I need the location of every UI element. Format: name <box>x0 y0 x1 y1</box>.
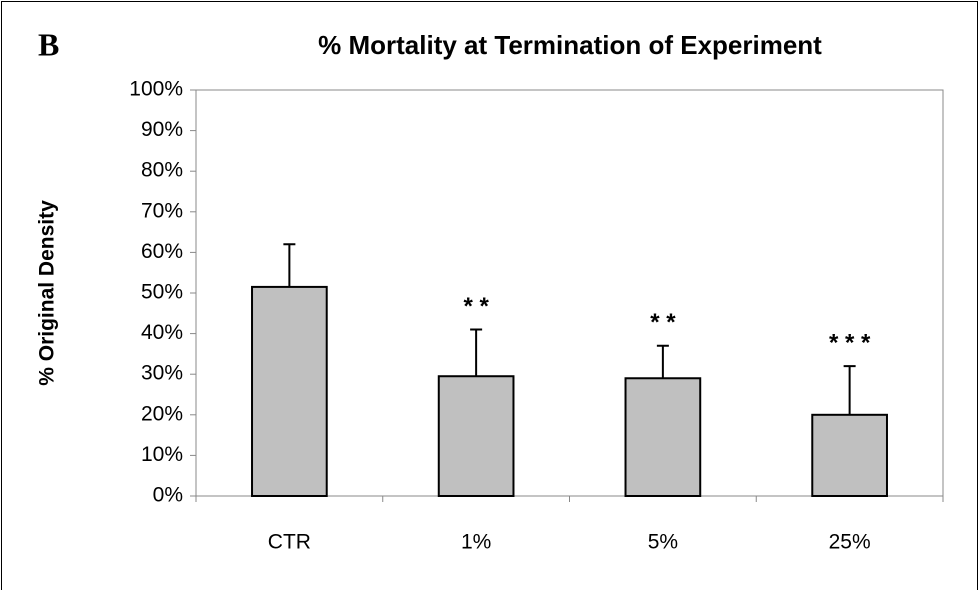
y-tick-label: 20% <box>141 402 183 425</box>
bar <box>811 413 888 497</box>
y-tick-label: 40% <box>141 321 183 344</box>
bar <box>437 375 515 498</box>
y-tick-label: 30% <box>141 362 183 385</box>
y-tick-label: 90% <box>141 118 183 141</box>
y-tick-label: 0% <box>153 484 183 507</box>
x-tick-label: 25% <box>829 531 871 554</box>
x-tick-label: 5% <box>648 531 678 554</box>
error-bar <box>843 365 856 415</box>
x-tick-label: 1% <box>461 531 491 554</box>
error-bar <box>470 328 483 377</box>
error-bar <box>656 344 669 379</box>
y-tick-label: 10% <box>141 443 183 466</box>
y-tick-label: 50% <box>141 281 183 304</box>
error-bar <box>283 243 296 287</box>
significance-marker: * * * <box>829 329 871 356</box>
y-tick-label: 60% <box>141 240 183 263</box>
significance-marker: * * <box>650 309 676 336</box>
y-tick-label: 100% <box>129 78 183 101</box>
bar <box>624 377 702 498</box>
bar <box>251 285 328 497</box>
y-tick-label: 80% <box>141 159 183 182</box>
significance-marker: * * <box>463 293 489 320</box>
x-tick-label: CTR <box>268 531 311 554</box>
chart-title: % Mortality at Termination of Experiment <box>318 30 822 60</box>
panel-label: B <box>38 26 59 62</box>
y-axis-label: % Original Density <box>36 200 59 386</box>
y-tick-label: 70% <box>141 199 183 222</box>
